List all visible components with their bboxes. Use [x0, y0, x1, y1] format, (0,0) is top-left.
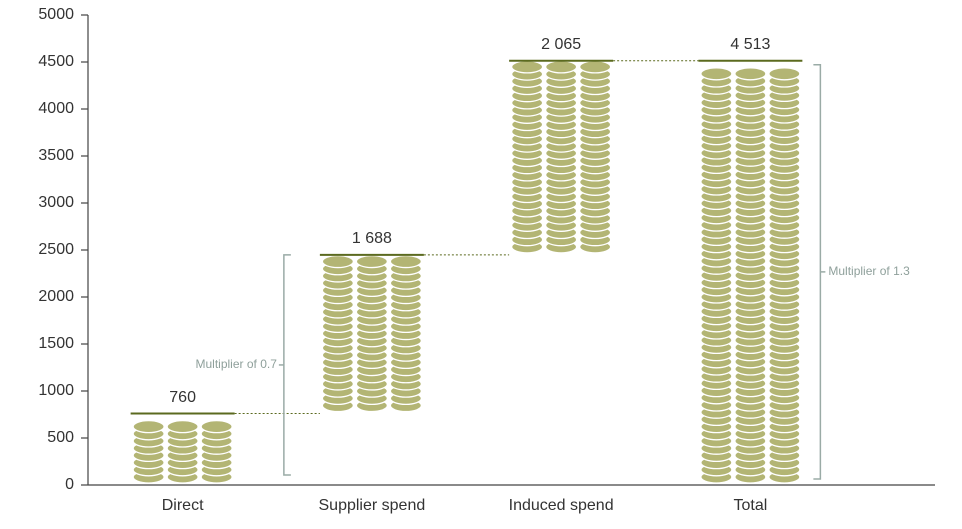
annotation: Multiplier of 1.3: [828, 264, 910, 278]
y-tick-label: 3000: [38, 194, 74, 211]
y-tick-label: 4500: [38, 53, 74, 70]
value-label: 760: [169, 389, 196, 406]
coin: [356, 256, 387, 268]
coin: [701, 68, 732, 80]
annotation: Multiplier of 0.7: [196, 357, 278, 371]
coin: [512, 61, 543, 73]
x-tick-label: Direct: [162, 497, 204, 514]
coin-stack: [512, 61, 611, 253]
y-tick-label: 1000: [38, 382, 74, 399]
coin: [167, 421, 198, 433]
chart: 0 500 1000 1500 2000 2500 3000 3500 4000 4500 5000…: [0, 0, 962, 529]
coin: [133, 421, 164, 433]
x-tick-label: Induced spend: [509, 497, 614, 514]
coin: [769, 68, 800, 80]
coin: [546, 61, 577, 73]
y-tick-label: 5000: [38, 6, 74, 23]
y-tick-label: 3500: [38, 147, 74, 164]
coin: [735, 68, 766, 80]
value-label: 4 513: [730, 36, 770, 53]
coin: [390, 256, 421, 268]
y-tick-label: 1500: [38, 335, 74, 352]
coin-stack: [701, 68, 800, 483]
coin: [322, 256, 353, 268]
y-tick-label: 2500: [38, 241, 74, 258]
y-tick-label: 500: [47, 429, 74, 446]
coin: [201, 421, 232, 433]
value-label: 1 688: [352, 230, 392, 247]
value-label: 2 065: [541, 36, 581, 53]
y-tick-label: 2000: [38, 288, 74, 305]
x-tick-label: Supplier spend: [319, 497, 426, 514]
y-tick-label: 4000: [38, 100, 74, 117]
coin: [580, 61, 611, 73]
bracket: [284, 255, 291, 475]
coin-stack: [322, 256, 421, 412]
coin-stack: [133, 421, 232, 483]
y-tick-label: 0: [65, 476, 74, 493]
x-tick-label: Total: [733, 497, 767, 514]
bracket: [813, 65, 820, 479]
